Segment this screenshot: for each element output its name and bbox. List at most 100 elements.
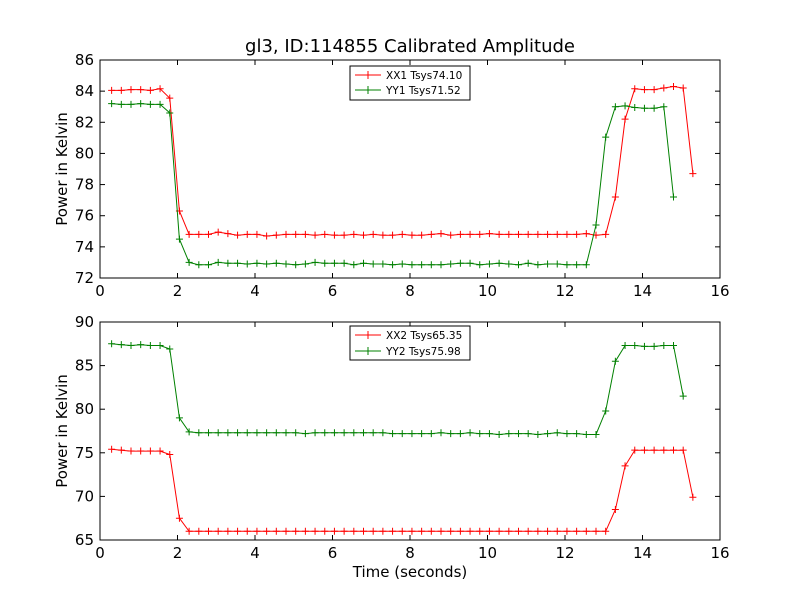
panel-1-series-1-point xyxy=(253,230,261,238)
panel-2-series-1-point xyxy=(485,527,493,535)
panel-1-series-1-point xyxy=(631,85,639,93)
panel-2-series-1-point xyxy=(515,527,522,535)
panel-2-series-2-point xyxy=(456,430,464,438)
panel-2-series-1-point xyxy=(689,493,697,501)
panel-2-x-tick-label: 16 xyxy=(710,544,729,562)
panel-1-series-1-point xyxy=(563,230,571,238)
panel-2-series-2-point xyxy=(205,429,212,437)
panel-1-series-2-point xyxy=(195,261,203,269)
panel-1-series-2-point xyxy=(573,261,581,269)
panel-1-series-2-point xyxy=(185,258,193,266)
panel-1-series-1-point xyxy=(389,231,397,239)
panel-1-series xyxy=(108,82,697,269)
panel-2-series-2-point xyxy=(195,429,203,437)
panel-2-series-2-point xyxy=(495,430,503,438)
panel-2-series-2-point xyxy=(243,429,251,437)
panel-2-series-1-point xyxy=(156,447,164,455)
panel-1-series-2-point xyxy=(602,133,610,141)
panel-2-series-2-point xyxy=(485,430,493,438)
panel-1-series-2-point xyxy=(234,259,242,267)
panel-2-ticks: 0 2 4 6 8 10 12 14 16 65 70 75 80 85 90 xyxy=(75,313,730,562)
panel-1-y-tick-label: 82 xyxy=(75,113,94,131)
panel-1-series-2-point xyxy=(146,100,154,108)
panel-1-series-1-point xyxy=(650,86,658,94)
panel-2-series-1-point xyxy=(621,462,629,470)
panel-1-series-2-point xyxy=(447,260,455,268)
panel-1-series-1-point xyxy=(515,230,522,238)
panel-2-series-1-point xyxy=(544,527,552,535)
panel-1-series-1-point xyxy=(534,230,542,238)
panel-1-x-tick-label: 4 xyxy=(250,282,260,300)
panel-2-series-2-point xyxy=(660,342,668,350)
panel-2-series-2-point xyxy=(534,430,542,438)
panel-1-series-2-point xyxy=(166,109,174,117)
panel-1-y-tick-label: 86 xyxy=(75,51,94,69)
panel-2-series-2-point xyxy=(544,430,552,438)
panel-2-series-1-point xyxy=(108,445,116,453)
panel-2-x-tick-label: 2 xyxy=(173,544,183,562)
panel-2-series-1-point xyxy=(640,446,648,454)
panel-1-y-tick-label: 80 xyxy=(75,144,94,162)
panel-2-series-2-point xyxy=(282,429,290,437)
panel-2: Power in Kelvin Time (seconds) 0 2 4 6 8 10 12… xyxy=(53,313,730,581)
panel-2-series-2-point xyxy=(553,429,561,437)
panel-2-series-2-point xyxy=(679,392,687,400)
panel-1-series-1-point xyxy=(301,230,309,238)
panel-2-series-1-point xyxy=(146,447,154,455)
panel-2-series-1-point xyxy=(573,527,581,535)
panel-1-series-1-point xyxy=(117,86,125,94)
panel-2-series-2-point xyxy=(127,342,135,350)
panel-2-series-2-point xyxy=(360,429,367,437)
panel-2-series-2-point xyxy=(311,429,319,437)
panel-2-series-1-point xyxy=(379,527,387,535)
panel-1-series-1-point xyxy=(437,230,445,238)
panel-2-series-1-point xyxy=(224,527,232,535)
panel-2-series-2-point xyxy=(611,357,619,365)
panel-2-series-1-point xyxy=(408,527,416,535)
panel-2-series-2-point xyxy=(330,429,338,437)
panel-1-series-1-point xyxy=(195,230,203,238)
panel-1-series-1-point xyxy=(330,231,338,239)
panel-2-series-2-point xyxy=(447,430,455,438)
panel-2-series-1-point xyxy=(670,446,677,454)
panel-1-series-2-point xyxy=(379,260,387,268)
panel-1-series-1-point xyxy=(272,231,280,239)
panel-1-series-1-point xyxy=(447,231,455,239)
panel-1-series-1-point xyxy=(602,230,610,238)
panel-2-series-1-point xyxy=(205,527,212,535)
panel-2-series-2-point xyxy=(621,342,629,350)
panel-2-series-1-point xyxy=(660,446,668,454)
panel-2-y-axis-label: Power in Kelvin xyxy=(53,374,71,488)
panel-2-series-2-point xyxy=(108,340,116,348)
panel-2-series-1-point xyxy=(447,527,455,535)
panel-1-series-2-point xyxy=(631,103,639,111)
panel-2-series-1-point xyxy=(311,527,319,535)
panel-1-series-2-point xyxy=(408,261,416,269)
panel-2-series-1-point xyxy=(456,527,464,535)
panel-1-series-1-point xyxy=(689,170,697,178)
panel-1-series-2-point xyxy=(456,259,464,267)
panel-2-series-1-point xyxy=(650,446,658,454)
panel-1-series-2-point xyxy=(398,260,406,268)
legend-yy1-label: YY1 Tsys71.52 xyxy=(385,85,461,97)
panel-2-series-2-point xyxy=(505,430,513,438)
panel-2-series-2-point xyxy=(272,429,280,437)
panel-1-series-2-point xyxy=(427,261,435,269)
panel-2-series-1-point xyxy=(360,527,367,535)
panel-2-frame xyxy=(99,321,721,541)
panel-1-series-2-point xyxy=(321,259,329,267)
panel-1-series-1-point xyxy=(185,230,193,238)
panel-1-y-tick-label: 84 xyxy=(75,82,94,100)
panel-2-series-1-point xyxy=(592,527,600,535)
panel-1-series-1-point xyxy=(379,231,387,239)
panel-1-series-2-point xyxy=(495,259,503,267)
panel-2-y-tick-label: 90 xyxy=(75,313,94,331)
panel-1-series-2-point xyxy=(272,259,280,267)
legend-xx2-label: XX2 Tsys65.35 xyxy=(386,330,462,342)
panel-2-series-1-point xyxy=(466,527,474,535)
panel-1-series-1-point xyxy=(263,232,271,240)
panel-1-x-tick-label: 16 xyxy=(710,282,729,300)
panel-2-series-1-point xyxy=(117,446,125,454)
panel-2-series-2-point xyxy=(185,428,193,436)
